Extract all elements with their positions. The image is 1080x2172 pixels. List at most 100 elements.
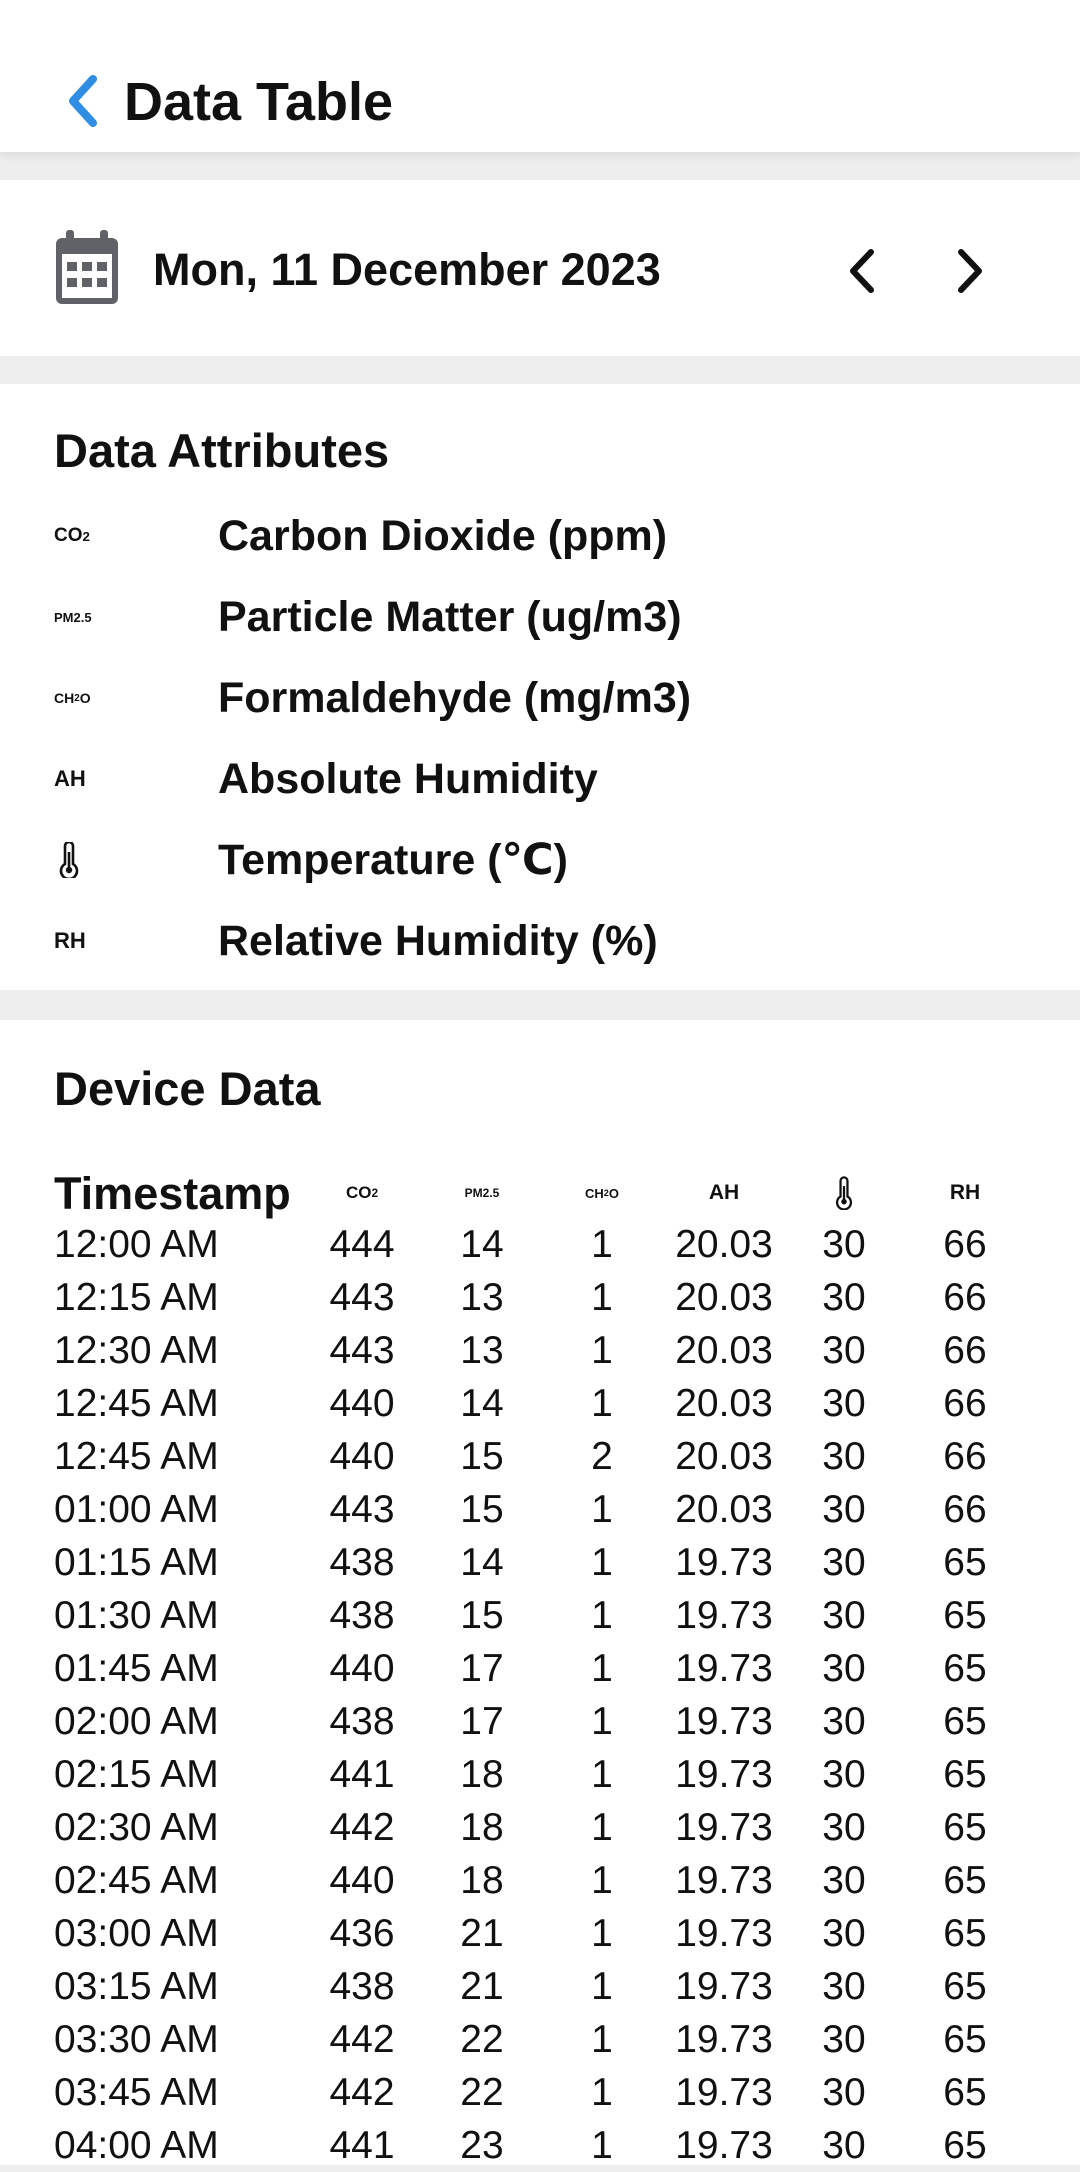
cell-timestamp: 03:45 AM [54, 2071, 219, 2114]
cell-rh: 65 [943, 1912, 987, 1955]
cell-rh: 66 [943, 1276, 987, 1319]
cell-temperature: 30 [822, 1435, 866, 1478]
cell-co2: 442 [329, 2071, 395, 2114]
calendar-icon[interactable] [54, 230, 120, 306]
cell-rh: 65 [943, 1700, 987, 1743]
cell-ch2o: 1 [591, 1541, 613, 1584]
thermometer-icon [789, 1158, 899, 1228]
cell-timestamp: 01:30 AM [54, 1594, 219, 1637]
previous-day-button[interactable] [832, 236, 892, 306]
app-bar: Data Table [0, 0, 1080, 152]
cell-pm25: 18 [460, 1806, 504, 1849]
cell-temperature: 30 [822, 1806, 866, 1849]
cell-ch2o: 1 [591, 2071, 613, 2114]
attribute-label: Particle Matter (ug/m3) [218, 592, 682, 641]
cell-rh: 66 [943, 1329, 987, 1372]
cell-timestamp: 12:15 AM [54, 1276, 219, 1319]
cell-temperature: 30 [822, 1859, 866, 1902]
cell-timestamp: 01:00 AM [54, 1488, 219, 1531]
table-row: 12:15 AM 443 13 1 20.03 30 66 [0, 1271, 1080, 1324]
table-row: 01:15 AM 438 14 1 19.73 30 65 [0, 1536, 1080, 1589]
cell-timestamp: 03:00 AM [54, 1912, 219, 1955]
cell-pm25: 14 [460, 1382, 504, 1425]
selected-date[interactable]: Mon, 11 December 2023 [153, 244, 661, 295]
cell-ch2o: 1 [591, 1700, 613, 1743]
cell-timestamp: 02:30 AM [54, 1806, 219, 1849]
cell-temperature: 30 [822, 1223, 866, 1266]
cell-co2: 440 [329, 1382, 395, 1425]
cell-timestamp: 02:45 AM [54, 1859, 219, 1902]
cell-ah: 19.73 [675, 2018, 773, 2061]
table-row: 01:45 AM 440 17 1 19.73 30 65 [0, 1642, 1080, 1695]
cell-temperature: 30 [822, 2124, 866, 2167]
cell-timestamp: 12:45 AM [54, 1382, 219, 1425]
attribute-row-temperature: Temperature (℃) [0, 825, 1080, 895]
attribute-row-ch2o: CH 2 O Formaldehyde (mg/m3) [0, 663, 1080, 733]
data-attributes-section: Data Attributes CO 2 Carbon Dioxide (ppm)… [0, 384, 1080, 990]
cell-ah: 19.73 [675, 1806, 773, 1849]
cell-ah: 19.73 [675, 1700, 773, 1743]
cell-co2: 443 [329, 1329, 395, 1372]
table-row: 03:30 AM 442 22 1 19.73 30 65 [0, 2013, 1080, 2066]
cell-ch2o: 1 [591, 2018, 613, 2061]
cell-co2: 436 [329, 1912, 395, 1955]
cell-pm25: 17 [460, 1700, 504, 1743]
cell-rh: 66 [943, 1223, 987, 1266]
column-header-rh: RH [949, 1181, 981, 1204]
table-row: 12:45 AM 440 14 1 20.03 30 66 [0, 1377, 1080, 1430]
cell-rh: 65 [943, 2018, 987, 2061]
device-data-section: Device Data Timestamp CO 2 PM2.5 CH 2 O AH … [0, 1020, 1080, 2167]
date-selector: Mon, 11 December 2023 [0, 180, 1080, 356]
cell-timestamp: 03:15 AM [54, 1965, 219, 2008]
table-row: 02:15 AM 441 18 1 19.73 30 65 [0, 1748, 1080, 1801]
cell-ch2o: 1 [591, 1912, 613, 1955]
attribute-row-co2: CO 2 Carbon Dioxide (ppm) [0, 501, 1080, 571]
cell-pm25: 13 [460, 1329, 504, 1372]
cell-pm25: 18 [460, 1753, 504, 1796]
cell-ah: 20.03 [675, 1382, 773, 1425]
cell-ch2o: 1 [591, 1859, 613, 1902]
cell-temperature: 30 [822, 1488, 866, 1531]
cell-pm25: 15 [460, 1435, 504, 1478]
cell-ah: 20.03 [675, 1488, 773, 1531]
cell-timestamp: 04:00 AM [54, 2124, 219, 2167]
cell-ah: 19.73 [675, 1859, 773, 1902]
back-button[interactable] [52, 66, 112, 136]
attribute-row-rh: RH Relative Humidity (%) [0, 906, 1080, 976]
cell-ah: 20.03 [675, 1435, 773, 1478]
attribute-row-pm25: PM2.5 Particle Matter (ug/m3) [0, 582, 1080, 652]
cell-ch2o: 1 [591, 1806, 613, 1849]
column-header-ah: AH [708, 1181, 740, 1204]
cell-rh: 66 [943, 1488, 987, 1531]
cell-timestamp: 02:15 AM [54, 1753, 219, 1796]
cell-co2: 443 [329, 1276, 395, 1319]
cell-rh: 65 [943, 2124, 987, 2167]
cell-temperature: 30 [822, 1647, 866, 1690]
section-title: Data Attributes [54, 424, 390, 477]
attribute-label: Temperature (℃) [218, 836, 568, 884]
cell-pm25: 23 [460, 2124, 504, 2167]
table-row: 01:00 AM 443 15 1 20.03 30 66 [0, 1483, 1080, 1536]
cell-pm25: 15 [460, 1594, 504, 1637]
cell-pm25: 17 [460, 1647, 504, 1690]
column-header-timestamp: Timestamp [54, 1168, 291, 1219]
table-header: Timestamp CO 2 PM2.5 CH 2 O AH RH [0, 1158, 1080, 1228]
cell-temperature: 30 [822, 2018, 866, 2061]
cell-co2: 438 [329, 1965, 395, 2008]
next-day-button[interactable] [940, 236, 1000, 306]
cell-timestamp: 01:15 AM [54, 1541, 219, 1584]
cell-timestamp: 01:45 AM [54, 1647, 219, 1690]
cell-pm25: 21 [460, 1912, 504, 1955]
cell-rh: 65 [943, 1647, 987, 1690]
table-body: 12:00 AM 444 14 1 20.03 30 66 12:15 AM 443 13 1 20.… [0, 1218, 1080, 2172]
cell-temperature: 30 [822, 1276, 866, 1319]
thermometer-icon [54, 825, 84, 895]
cell-rh: 65 [943, 1541, 987, 1584]
column-header-ch2o: CH 2 O [585, 1185, 619, 1201]
ah-symbol: AH [54, 766, 86, 791]
cell-ah: 20.03 [675, 1276, 773, 1319]
table-row: 01:30 AM 438 15 1 19.73 30 65 [0, 1589, 1080, 1642]
cell-rh: 65 [943, 2071, 987, 2114]
cell-ah: 20.03 [675, 1223, 773, 1266]
chevron-right-icon [958, 249, 982, 293]
